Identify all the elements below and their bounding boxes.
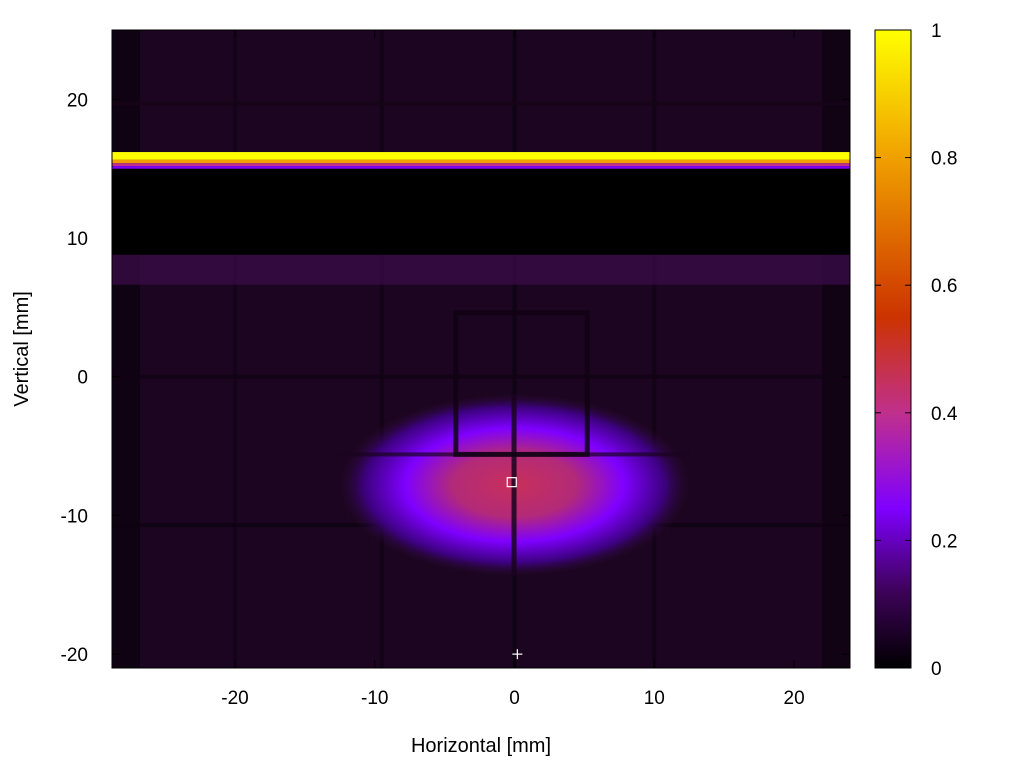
beam-spot-vertical-shadow xyxy=(511,393,517,577)
hot-strip-outer xyxy=(112,166,850,169)
horizontal-shadow-line xyxy=(112,101,850,106)
y-tick-label: -10 xyxy=(61,506,88,527)
colorbar-gradient xyxy=(874,29,912,669)
hot-strip-core xyxy=(112,152,850,160)
vertical-shadow-line xyxy=(512,30,517,668)
horizontal-shadow-line xyxy=(112,374,850,379)
colorbar-tick-label: 0 xyxy=(931,659,942,680)
heatmap-left-edge xyxy=(112,30,140,668)
glow-band xyxy=(112,254,850,285)
x-tick-label: 10 xyxy=(644,688,665,709)
x-tick-label: 20 xyxy=(784,688,805,709)
y-tick-label: 0 xyxy=(77,368,88,389)
y-tick-label: 10 xyxy=(67,229,88,250)
x-axis-title: Horizontal [mm] xyxy=(411,735,551,757)
plot-frame xyxy=(111,29,851,669)
heatmap-right-edge xyxy=(822,30,850,668)
hot-strip-mid xyxy=(112,159,850,164)
y-tick-label: -20 xyxy=(61,645,88,666)
square-marker xyxy=(506,477,517,488)
x-tick-label: 0 xyxy=(509,688,520,709)
colorbar-tick-label: 1 xyxy=(931,21,942,42)
heatmap-image xyxy=(112,30,850,668)
x-tick-label: -20 xyxy=(221,688,248,709)
colorbar-tick-label: 0.4 xyxy=(931,404,958,425)
vertical-shadow-line xyxy=(233,30,237,668)
x-tick-label: -10 xyxy=(361,688,388,709)
vertical-shadow-line xyxy=(652,30,657,668)
colorbar: 0 0.2 0.4 0.6 0.8 1 xyxy=(874,21,958,680)
colorbar-tick-label: 0.8 xyxy=(931,149,957,170)
axis-ticks: -20 -10 0 10 20 -20 -10 0 10 20 xyxy=(61,30,850,709)
y-tick-label: 20 xyxy=(67,90,88,111)
support-frame-outline xyxy=(453,310,590,457)
plot-markers xyxy=(506,477,523,660)
dark-band xyxy=(112,168,850,255)
colorbar-tick-label: 0.2 xyxy=(931,531,957,552)
hot-strip-edge xyxy=(112,163,850,167)
vertical-shadow-line xyxy=(379,30,384,668)
colorbar-tick-label: 0.6 xyxy=(931,276,957,297)
y-axis-title: Vertical [mm] xyxy=(11,291,33,407)
plot-border xyxy=(111,29,851,669)
